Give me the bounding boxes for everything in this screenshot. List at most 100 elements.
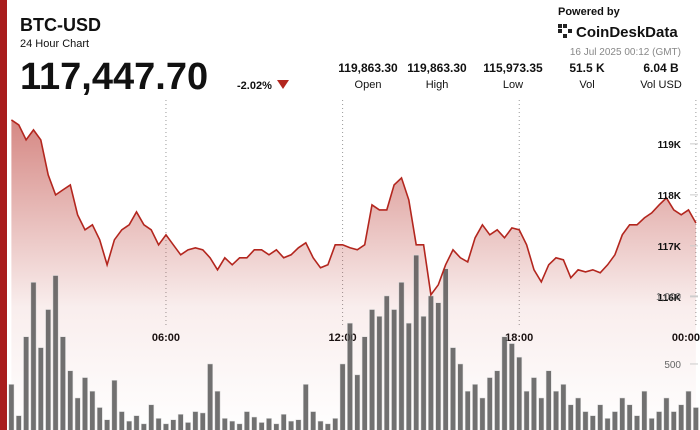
price-line	[10, 119, 697, 297]
volume-bar	[494, 370, 501, 430]
volume-bar	[347, 322, 353, 430]
volume-bar	[317, 420, 324, 430]
y-tick-label: 117K	[658, 242, 682, 253]
volume-bar	[339, 363, 346, 430]
volume-bar	[589, 415, 596, 430]
volume-bar	[37, 347, 44, 430]
timestamp: 16 Jul 2025 00:12 (GMT)	[570, 47, 681, 58]
volume-bar	[464, 390, 471, 430]
volume-bar	[670, 411, 677, 430]
volume-bar	[531, 377, 537, 430]
volume-bar	[663, 397, 670, 430]
volume-bar	[280, 414, 287, 430]
subtitle: 24 Hour Chart	[20, 38, 89, 50]
volume-bar	[104, 419, 110, 430]
volume-bar	[244, 411, 250, 430]
volume-bar	[8, 384, 15, 430]
volume-bar	[391, 309, 397, 430]
volume-bar	[207, 363, 213, 430]
volume-bar	[199, 412, 206, 430]
volume-bar	[229, 420, 236, 430]
volume-bar	[405, 322, 412, 430]
brand-icon	[558, 24, 572, 38]
stat-label: High	[426, 79, 449, 91]
volume-bar	[67, 370, 74, 430]
volume-bar	[273, 423, 280, 430]
volume-bar	[648, 418, 655, 430]
down-arrow	[277, 80, 289, 89]
accent-bar	[0, 0, 7, 430]
stat-label: Open	[355, 79, 382, 91]
volume-bar	[288, 420, 294, 430]
volume-bar	[82, 377, 88, 430]
stat-value: 6.04 B	[643, 61, 679, 75]
volume-bar	[52, 275, 59, 430]
volume-bar	[177, 414, 184, 430]
volume-bar	[214, 390, 221, 430]
volume-bar	[354, 374, 361, 430]
volume-bar	[472, 384, 478, 430]
volume-bar	[361, 336, 368, 430]
stat-label: Low	[503, 79, 523, 91]
volume-bar	[30, 282, 37, 430]
volume-bar	[428, 295, 434, 430]
volume-bar	[641, 390, 648, 430]
y-tick-label: 119K	[658, 140, 682, 151]
price: 117,447.70	[20, 56, 208, 98]
change: -2.02%	[237, 80, 272, 92]
volume-bar	[523, 390, 530, 430]
volume-bar	[678, 404, 685, 430]
volume-bar	[155, 418, 162, 430]
volume-bar	[398, 282, 405, 430]
stat-value: 51.5 K	[569, 61, 605, 75]
volume-bar	[376, 316, 383, 430]
volume-bar	[192, 411, 199, 430]
volume-bar	[612, 411, 618, 430]
volume-bar	[435, 302, 442, 430]
volume-bar	[96, 407, 103, 430]
volume-bar	[693, 407, 699, 430]
volume-bar	[420, 316, 427, 430]
volume-bar	[509, 343, 515, 430]
volume-bar	[582, 411, 589, 430]
volume-bar	[141, 423, 147, 430]
volume-bar	[369, 309, 375, 430]
brand: CoinDeskData	[576, 24, 678, 41]
y2-tick-label: 1,000	[656, 292, 681, 303]
volume-bar	[23, 336, 29, 430]
volume-bar	[685, 390, 692, 430]
stat-label: Vol	[579, 79, 594, 91]
volume-bar	[486, 377, 493, 430]
volume-bar	[479, 397, 486, 430]
volume-bar	[575, 397, 581, 430]
volume-bar	[148, 404, 155, 430]
volume-bar	[170, 419, 177, 430]
volume-bar	[567, 404, 574, 430]
stat-value: 119,863.30	[407, 61, 467, 75]
volume-bar	[60, 336, 66, 430]
volume-bar	[118, 411, 125, 430]
volume-bar	[295, 419, 302, 430]
volume-bar	[450, 347, 456, 430]
volume-bar	[302, 384, 309, 430]
volume-bar	[251, 416, 258, 430]
volume-bar	[619, 397, 626, 430]
volume-bar	[604, 418, 611, 430]
volume-bar	[74, 397, 81, 430]
volume-bar	[560, 384, 567, 430]
volume-bar	[258, 422, 265, 430]
volume-bar	[221, 418, 228, 430]
volume-bar	[545, 370, 552, 430]
volume-bar	[111, 380, 118, 430]
y-tick-label: 116K	[658, 293, 682, 304]
volume-bar	[538, 397, 545, 430]
volume-bar	[634, 415, 640, 430]
volume-bar	[45, 309, 52, 430]
volume-bar	[383, 295, 390, 430]
volume-bar	[266, 418, 272, 430]
volume-bar	[126, 420, 133, 430]
stat-value: 115,973.35	[483, 61, 543, 75]
volume-bar	[626, 404, 633, 430]
volume-bar	[89, 390, 96, 430]
